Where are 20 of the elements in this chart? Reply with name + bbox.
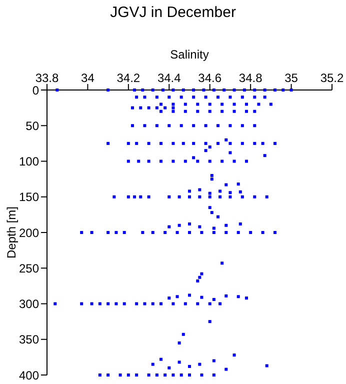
y-tick-label: 100 [18,154,40,169]
x-tick-label: 34.4 [157,71,182,85]
y-tick-label: 250 [18,261,40,276]
x-tick-label: 35 [284,71,298,85]
y-tick-label: 0 [32,83,40,98]
x-tick-label: 34.8 [238,71,263,85]
y-tick-label: 300 [18,297,40,312]
x-tick-label: 34.2 [116,71,140,85]
chart-title: JGVJ in December [109,4,237,21]
x-axis-title: Salinity [170,48,209,62]
y-tick-label: 350 [18,332,40,347]
x-tick-label: 34 [81,71,95,85]
x-tick-label: 34.6 [198,71,222,85]
x-tick-label: 33.8 [35,71,59,85]
y-tick-label: 50 [26,118,40,133]
x-tick-label: 35.2 [320,71,344,85]
y-tick-label: 400 [18,368,40,382]
y-tick-label: 200 [18,226,40,240]
y-tick-label: 150 [18,190,40,204]
y-axis-title: Depth [m] [4,206,18,259]
